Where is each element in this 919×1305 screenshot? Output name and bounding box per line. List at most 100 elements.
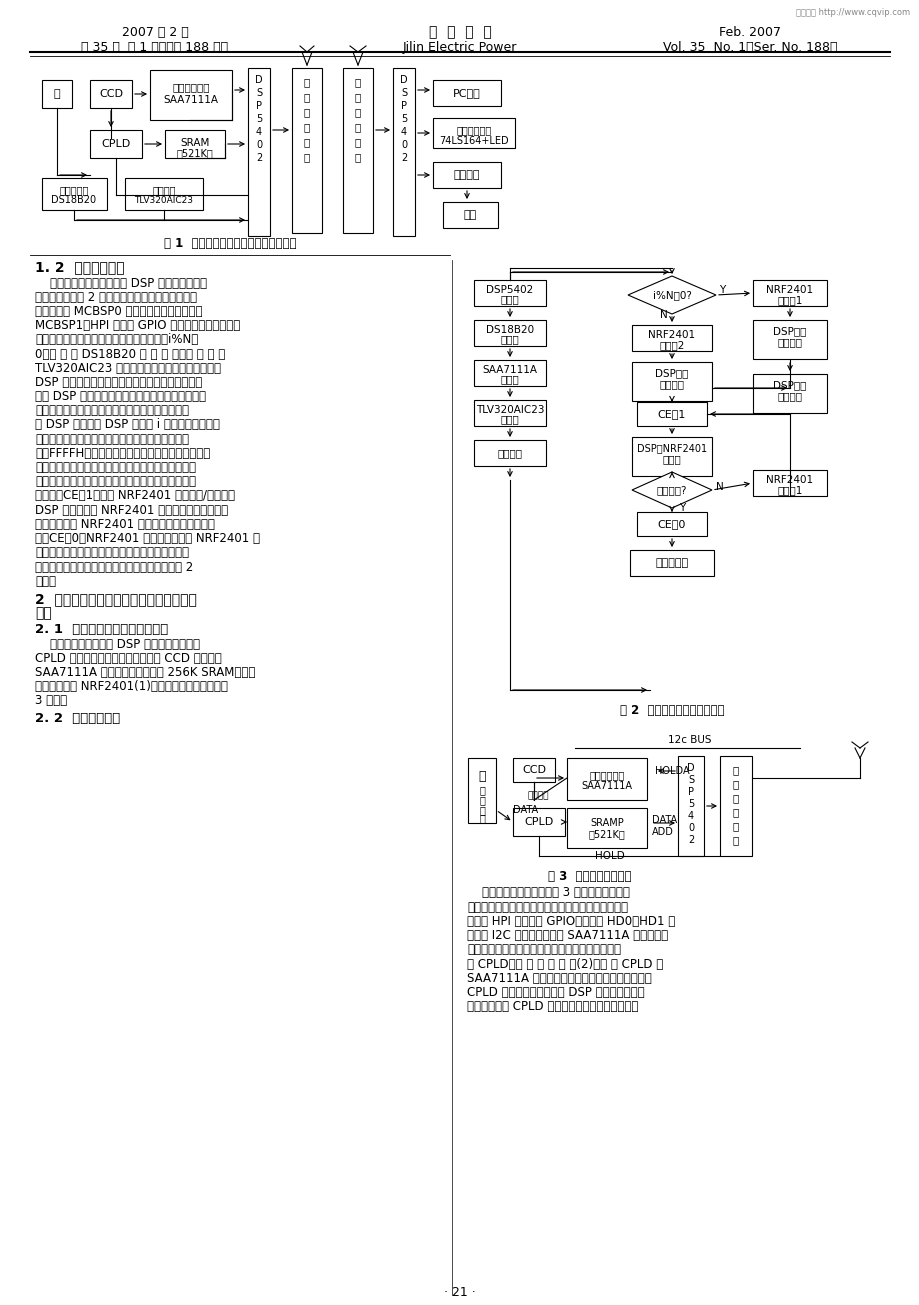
- Bar: [468, 758, 495, 823]
- Text: Feb. 2007: Feb. 2007: [719, 26, 780, 39]
- Bar: [165, 130, 225, 158]
- Text: 块: 块: [303, 151, 310, 162]
- Bar: [90, 130, 142, 158]
- Text: D: D: [400, 74, 407, 85]
- Text: 模: 模: [732, 821, 738, 831]
- Text: SAA7111A: SAA7111A: [164, 95, 219, 104]
- Text: 12c BUS: 12c BUS: [667, 735, 711, 745]
- Text: DSP5402: DSP5402: [486, 284, 533, 295]
- Text: 2: 2: [401, 153, 407, 163]
- Text: 前端数据采集发送部分由 DSP 作为控制核心，: 前端数据采集发送部分由 DSP 作为控制核心，: [35, 277, 207, 290]
- Text: 模: 模: [355, 137, 361, 147]
- Text: CE＝1: CE＝1: [657, 408, 686, 419]
- Bar: [631, 361, 711, 401]
- Text: 码：FFFFH，当接收端收到这样的值时，就说明视频: 码：FFFFH，当接收端收到这样的值时，就说明视频: [35, 446, 210, 459]
- Text: 通过把 HPI 初始化成 GPIO，利用其 HD0、HD1 软: 通过把 HPI 初始化成 GPIO，利用其 HD0、HD1 软: [467, 915, 675, 928]
- Text: NRF2401: NRF2401: [766, 475, 812, 485]
- Text: 变: 变: [479, 795, 484, 805]
- Bar: [473, 440, 545, 466]
- Text: （521K）: （521K）: [176, 147, 213, 158]
- Bar: [90, 80, 131, 108]
- Text: 打开 DSP 即进人对视频的操作。并且为了在接收端: 打开 DSP 即进人对视频的操作。并且为了在接收端: [35, 390, 206, 403]
- Text: Y: Y: [718, 284, 724, 295]
- Text: 0: 0: [255, 140, 262, 150]
- Bar: [473, 281, 545, 305]
- Bar: [752, 470, 826, 496]
- Text: 线: 线: [732, 779, 738, 790]
- Text: 维普资讯 http://www.cqvip.com: 维普资讯 http://www.cqvip.com: [795, 8, 909, 17]
- Polygon shape: [631, 472, 711, 508]
- Text: 无: 无: [303, 77, 310, 87]
- Text: 4: 4: [255, 127, 262, 137]
- Text: 图 2  系统发送部分工作流程图: 图 2 系统发送部分工作流程图: [619, 703, 723, 716]
- Text: N: N: [660, 311, 667, 320]
- Bar: [513, 808, 564, 837]
- Text: 后，CE＝0，NRF2401 发送数据。而后 NRF2401 进: 后，CE＝0，NRF2401 发送数据。而后 NRF2401 进: [35, 532, 260, 545]
- Text: 门: 门: [478, 770, 485, 783]
- Text: Vol. 35  No. 1（Ser. No. 188）: Vol. 35 No. 1（Ser. No. 188）: [662, 40, 836, 54]
- Text: DSP采集: DSP采集: [654, 368, 688, 378]
- Text: 音箱: 音箱: [463, 210, 476, 221]
- Text: 无: 无: [732, 765, 738, 775]
- Text: 2  视频采集部分硬件电路组成及软件工作: 2 视频采集部分硬件电路组成及软件工作: [35, 592, 197, 607]
- Text: 门: 门: [53, 89, 61, 99]
- Text: D: D: [255, 74, 263, 85]
- Text: CE＝0: CE＝0: [657, 519, 686, 529]
- Bar: [677, 756, 703, 856]
- Text: 射: 射: [303, 121, 310, 132]
- Text: 音频数据: 音频数据: [659, 378, 684, 389]
- Bar: [150, 70, 232, 120]
- Text: 控制信号: 控制信号: [528, 792, 549, 800]
- Text: 温度传感器: 温度传感器: [59, 185, 88, 194]
- Text: 0: 0: [401, 140, 406, 150]
- Text: 无线发射模块 NRF2401(1)，视频采集硬件框图如图: 无线发射模块 NRF2401(1)，视频采集硬件框图如图: [35, 680, 228, 693]
- Text: CPLD 为采样控制芯片，其中还包括 CCD 摄像头、: CPLD 为采样控制芯片，其中还包括 CCD 摄像头、: [35, 651, 221, 664]
- Text: DSP采集: DSP采集: [773, 326, 806, 335]
- Bar: [473, 401, 545, 425]
- Text: 音频数据外，还在每次发送视频数据前，先发标志: 音频数据外，还在每次发送视频数据前，先发标志: [35, 433, 188, 446]
- Text: S: S: [401, 87, 406, 98]
- Text: 跳: 跳: [479, 786, 484, 795]
- Text: 块: 块: [732, 835, 738, 846]
- Bar: [343, 68, 372, 234]
- Bar: [636, 512, 706, 536]
- Polygon shape: [628, 275, 715, 315]
- Bar: [443, 202, 497, 228]
- Text: 区分不同的数据以便分别显示或重播，除了在接收: 区分不同的数据以便分别显示或重播，除了在接收: [35, 405, 188, 418]
- Text: 2. 1  视频采集部分硬件电路组成: 2. 1 视频采集部分硬件电路组成: [35, 624, 168, 637]
- Text: P: P: [401, 100, 406, 111]
- Text: 件模拟 I2C 总线的时序，对 SAA7111A 初始化设置: 件模拟 I2C 总线的时序，对 SAA7111A 初始化设置: [467, 929, 667, 942]
- Text: 发数据: 发数据: [662, 454, 681, 465]
- Text: 1. 2  系统工作流程: 1. 2 系统工作流程: [35, 260, 124, 274]
- Bar: [433, 80, 501, 106]
- Text: CCD: CCD: [521, 765, 545, 775]
- Text: CPLD: CPLD: [524, 817, 553, 827]
- Bar: [631, 437, 711, 476]
- Text: N: N: [715, 482, 723, 492]
- Text: 初始化1: 初始化1: [777, 295, 801, 305]
- Text: Y: Y: [678, 502, 685, 513]
- Text: SRAMP: SRAMP: [589, 818, 623, 827]
- Bar: [752, 320, 826, 359]
- Text: 所示。: 所示。: [35, 574, 56, 587]
- Text: 给 CPLD，发 出 采 样 信 号(2)。由 于 CPLD 和: 给 CPLD，发 出 采 样 信 号(2)。由 于 CPLD 和: [467, 958, 663, 971]
- Text: 电: 电: [479, 805, 484, 816]
- Text: HOLD: HOLD: [595, 851, 624, 861]
- Text: DSP采集: DSP采集: [773, 380, 806, 390]
- Bar: [433, 162, 501, 188]
- Text: 流程: 流程: [35, 607, 51, 621]
- Text: 视频采集部分电路以 DSP 为核心控制芯片，: 视频采集部分电路以 DSP 为核心控制芯片，: [35, 638, 199, 650]
- Text: Jilin Electric Power: Jilin Electric Power: [403, 40, 516, 54]
- Text: 视频中断: 视频中断: [497, 448, 522, 458]
- Text: 议开始按位向 NRF2401 发送数据。当数据位发满: 议开始按位向 NRF2401 发送数据。当数据位发满: [35, 518, 215, 531]
- Bar: [125, 177, 203, 210]
- Text: 5: 5: [401, 114, 407, 124]
- Text: DSP 中断完成的，在各部分上电初始化后，只要门: DSP 中断完成的，在各部分上电初始化后，只要门: [35, 376, 202, 389]
- Text: CPLD: CPLD: [101, 140, 130, 149]
- Text: 温度显示电路: 温度显示电路: [456, 125, 491, 134]
- Text: S: S: [255, 87, 262, 98]
- Bar: [433, 117, 515, 147]
- Text: 0）时 进 入 DS18B20 处 理 部 分，否 则 进 入: 0）时 进 入 DS18B20 处 理 部 分，否 则 进 入: [35, 347, 225, 360]
- Text: 吉  林  电  力: 吉 林 电 力: [428, 25, 491, 39]
- Bar: [248, 68, 269, 236]
